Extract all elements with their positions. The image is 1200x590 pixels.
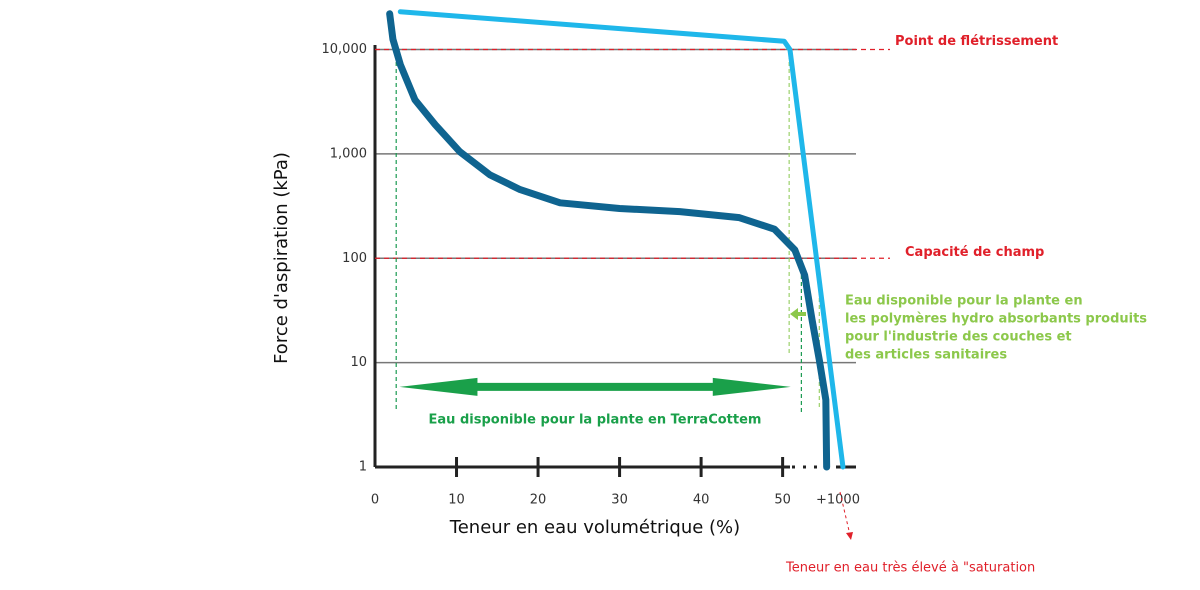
range-label: Eau disponible pour la plante en TerraCo…: [429, 413, 762, 428]
x-tick-label: 10: [448, 493, 465, 508]
note-arrowhead: [846, 532, 853, 540]
note-line: Eau disponible pour la plante en: [845, 294, 1083, 309]
y-axis-title: Force d'aspiration (kPa): [271, 152, 292, 364]
saturation-note: Teneur en eau très élevé à "saturation: [785, 561, 1035, 576]
range-arrow: [399, 377, 791, 396]
x-axis-title: Teneur en eau volumétrique (%): [449, 517, 740, 538]
y-tick-label: 10,000: [322, 42, 368, 57]
x-break-label: +1000: [816, 493, 860, 508]
y-tick-label: 1,000: [330, 146, 367, 161]
data-line: [397, 9, 846, 470]
note-line: les polymères hydro absorbants produits: [845, 312, 1147, 327]
y-tick-label: 100: [342, 251, 367, 266]
note-pointer: [839, 491, 851, 536]
x-tick-label: 20: [530, 493, 547, 508]
note-line: des articles sanitaires: [845, 348, 1007, 363]
y-tick-label: 1: [359, 460, 367, 475]
y-tick-label: 10: [350, 355, 367, 370]
x-tick-label: 0: [371, 493, 379, 508]
data-line: [386, 10, 831, 471]
x-tick-label: 30: [611, 493, 628, 508]
x-tick-label: 50: [774, 493, 791, 508]
reference-label: Point de flétrissement: [895, 34, 1058, 49]
x-tick-label: 40: [693, 493, 710, 508]
small-arrow: [790, 308, 806, 320]
note-line: pour l'industrie des couches et: [845, 330, 1072, 345]
reference-label: Capacité de champ: [905, 245, 1044, 260]
